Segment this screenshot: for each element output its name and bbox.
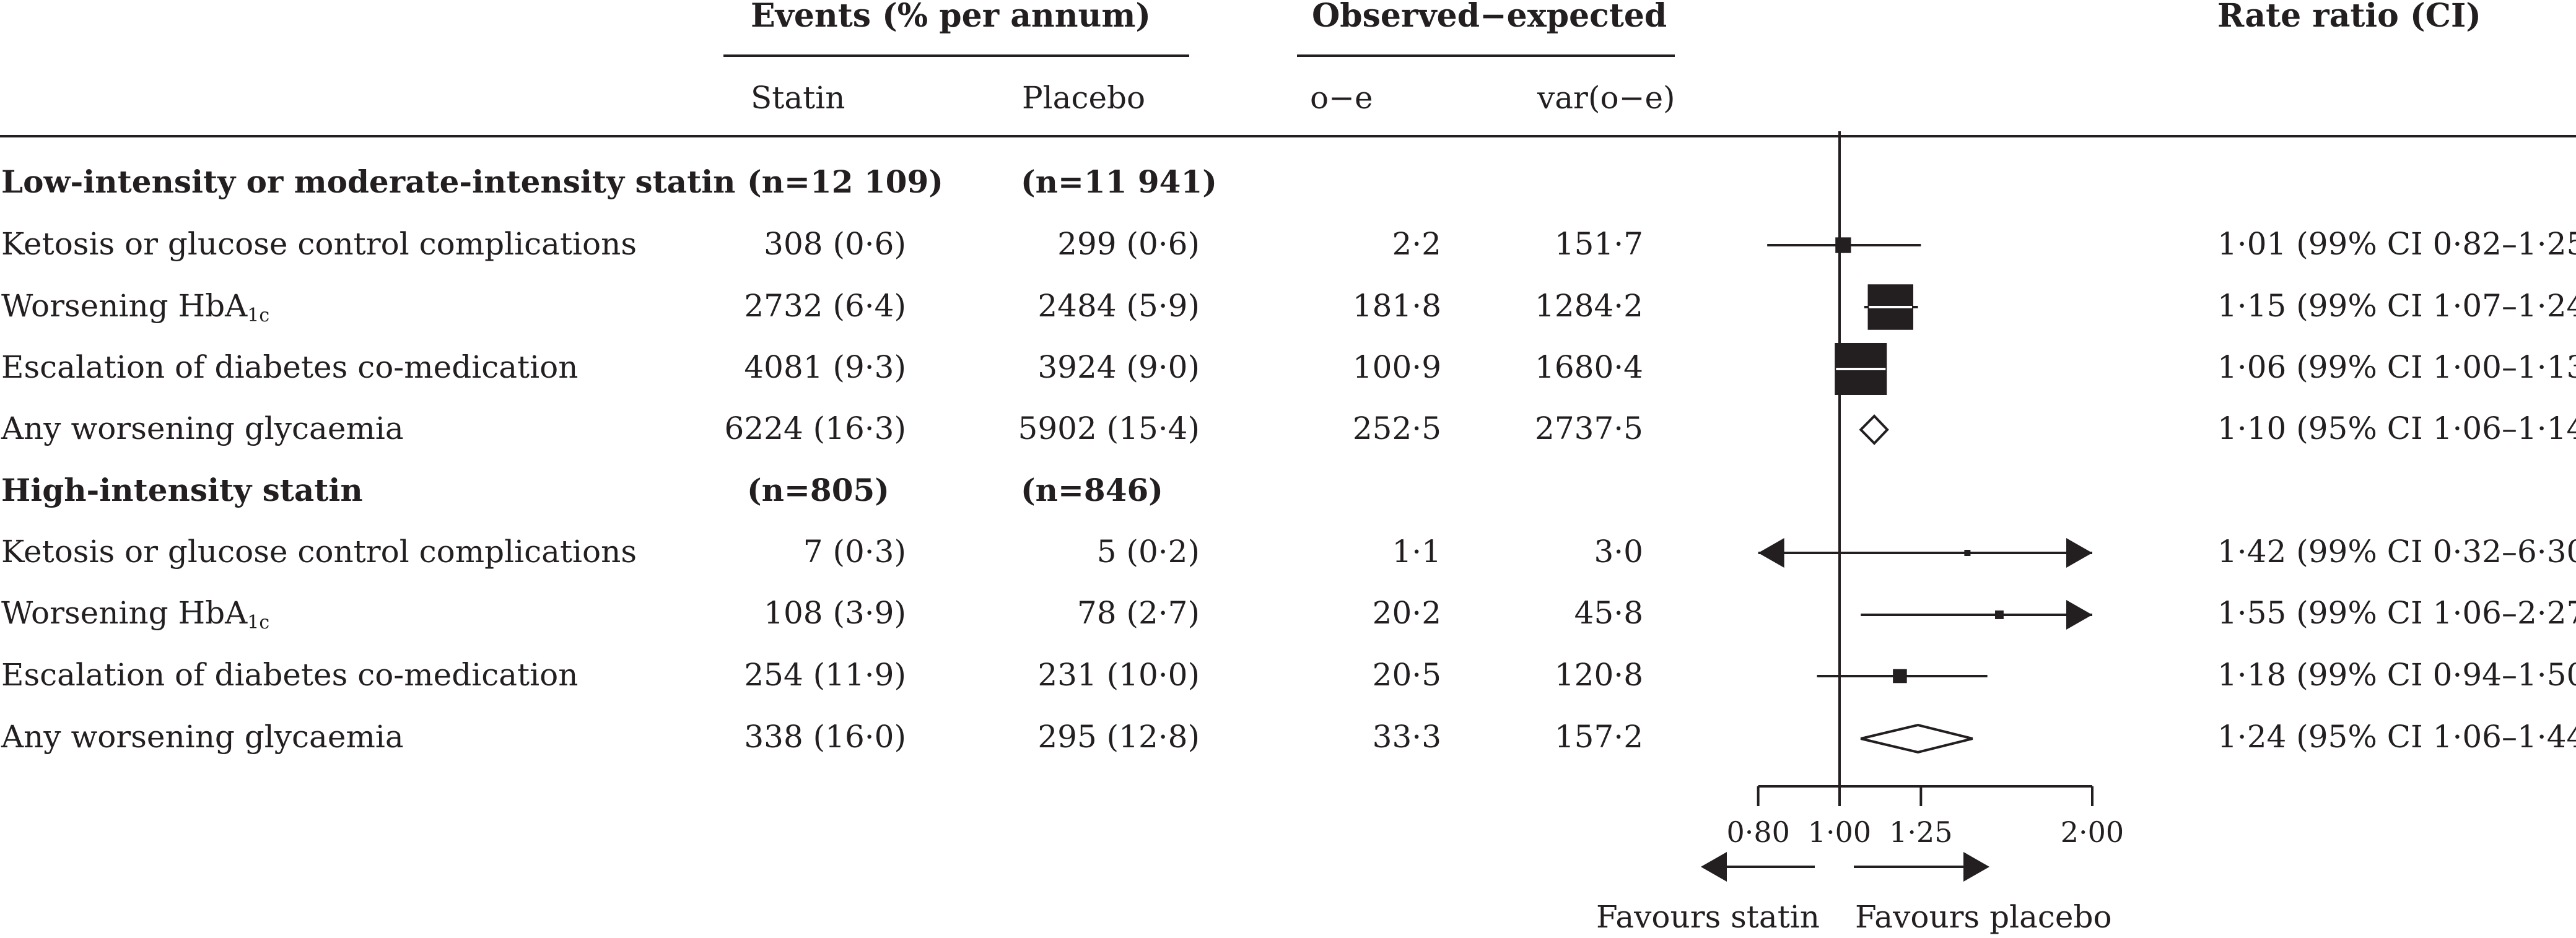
oe-value: 100·9 — [1352, 349, 1441, 385]
statin-events: 254 (11·9) — [744, 657, 906, 693]
point-estimate — [1964, 550, 1971, 556]
placebo-events: 299 (0·6) — [1057, 226, 1200, 262]
var-oe-value: 151·7 — [1554, 226, 1643, 262]
group-placebo-n: (n=846) — [1021, 472, 1163, 508]
statin-events: 7 (0·3) — [803, 534, 906, 570]
ci-arrow-left — [1758, 538, 1784, 568]
row-label: Ketosis or glucose control complications — [1, 226, 637, 262]
group-statin-n: (n=12 109) — [747, 163, 943, 200]
var-oe-column-header: var(o−e) — [1537, 80, 1675, 116]
oe-value: 20·5 — [1372, 657, 1441, 693]
rate-ratio-ci: 1·06 (99% CI 1·00–1·13) — [2217, 349, 2576, 385]
rate-ratio-ci: 1·18 (99% CI 0·94–1·50) — [2217, 657, 2576, 693]
group-placebo-n: (n=11 941) — [1021, 163, 1217, 200]
var-oe-value: 2737·5 — [1535, 410, 1643, 446]
var-oe-value: 1680·4 — [1535, 349, 1643, 385]
row-label: Worsening HbA1c — [1, 595, 270, 633]
statin-events: 2732 (6·4) — [744, 288, 906, 324]
rate-ratio-header: Rate ratio (CI) — [2217, 0, 2481, 35]
x-tick-label: 0·80 — [1726, 815, 1789, 849]
statin-events: 308 (0·6) — [764, 226, 906, 262]
oe-value: 252·5 — [1352, 410, 1441, 446]
ci-diamond — [1859, 414, 1889, 445]
x-tick-label: 1·00 — [1808, 815, 1871, 849]
table-top-rule — [0, 135, 2576, 137]
observed-expected-header-rule — [1297, 54, 1675, 57]
oe-column-header: o−e — [1310, 80, 1373, 116]
events-header-rule — [723, 54, 1189, 57]
rate-ratio-ci: 1·42 (99% CI 0·32–6·30) — [2217, 534, 2576, 570]
placebo-column-header: Placebo — [1022, 80, 1146, 116]
row-label: Escalation of diabetes co-medication — [1, 657, 579, 693]
var-oe-value: 45·8 — [1574, 595, 1643, 631]
oe-value: 20·2 — [1372, 595, 1441, 631]
row-label: Any worsening glycaemia — [1, 719, 404, 755]
x-tick-label: 1·25 — [1889, 815, 1952, 849]
oe-value: 1·1 — [1392, 534, 1441, 570]
var-oe-value: 1284·2 — [1535, 288, 1643, 324]
favours-statin-label: Favours statin — [1596, 899, 1820, 935]
placebo-events: 231 (10·0) — [1037, 657, 1200, 693]
rate-ratio-ci: 1·01 (99% CI 0·82–1·25) — [2217, 226, 2576, 262]
var-oe-value: 3·0 — [1594, 534, 1643, 570]
rate-ratio-ci: 1·10 (95% CI 1·06–1·14) — [2217, 410, 2576, 446]
statin-events: 108 (3·9) — [764, 595, 906, 631]
placebo-events: 295 (12·8) — [1037, 719, 1200, 755]
row-label: Worsening HbA1c — [1, 288, 270, 326]
x-tick-label: 2·00 — [2061, 815, 2124, 849]
oe-value: 181·8 — [1352, 288, 1441, 324]
rate-ratio-ci: 1·15 (99% CI 1·07–1·24) — [2217, 288, 2576, 324]
events-header: Events (% per annum) — [751, 0, 1151, 35]
placebo-events: 2484 (5·9) — [1037, 288, 1200, 324]
row-label: Escalation of diabetes co-medication — [1, 349, 579, 385]
rate-ratio-ci: 1·24 (95% CI 1·06–1·44) — [2217, 719, 2576, 755]
observed-expected-header: Observed−expected — [1312, 0, 1667, 35]
favours-placebo-arrow-head — [1963, 852, 1989, 882]
oe-value: 33·3 — [1372, 719, 1441, 755]
ci-diamond — [1860, 723, 1973, 754]
group-statin-n: (n=805) — [747, 472, 889, 508]
var-oe-value: 120·8 — [1554, 657, 1643, 693]
point-estimate — [1995, 610, 2004, 619]
row-label: Ketosis or glucose control complications — [1, 534, 637, 570]
rate-ratio-ci: 1·55 (99% CI 1·06–2·27) — [2217, 595, 2576, 631]
group-title: Low-intensity or moderate-intensity stat… — [1, 163, 736, 200]
placebo-events: 5902 (15·4) — [1018, 410, 1200, 446]
row-label: Any worsening glycaemia — [1, 410, 404, 446]
point-estimate — [1835, 237, 1851, 253]
statin-events: 338 (16·0) — [744, 719, 906, 755]
ci-arrow-right — [2066, 538, 2092, 568]
oe-value: 2·2 — [1392, 226, 1441, 262]
statin-events: 4081 (9·3) — [744, 349, 906, 385]
group-title: High-intensity statin — [1, 472, 363, 508]
favours-statin-arrow-head — [1701, 852, 1727, 882]
placebo-events: 5 (0·2) — [1096, 534, 1200, 570]
var-oe-value: 157·2 — [1554, 719, 1643, 755]
ci-arrow-right — [2066, 600, 2092, 630]
statin-events: 6224 (16·3) — [724, 410, 906, 446]
placebo-events: 3924 (9·0) — [1037, 349, 1200, 385]
point-estimate — [1893, 669, 1907, 684]
placebo-events: 78 (2·7) — [1076, 595, 1200, 631]
favours-placebo-label: Favours placebo — [1855, 899, 2112, 935]
statin-column-header: Statin — [751, 80, 845, 116]
